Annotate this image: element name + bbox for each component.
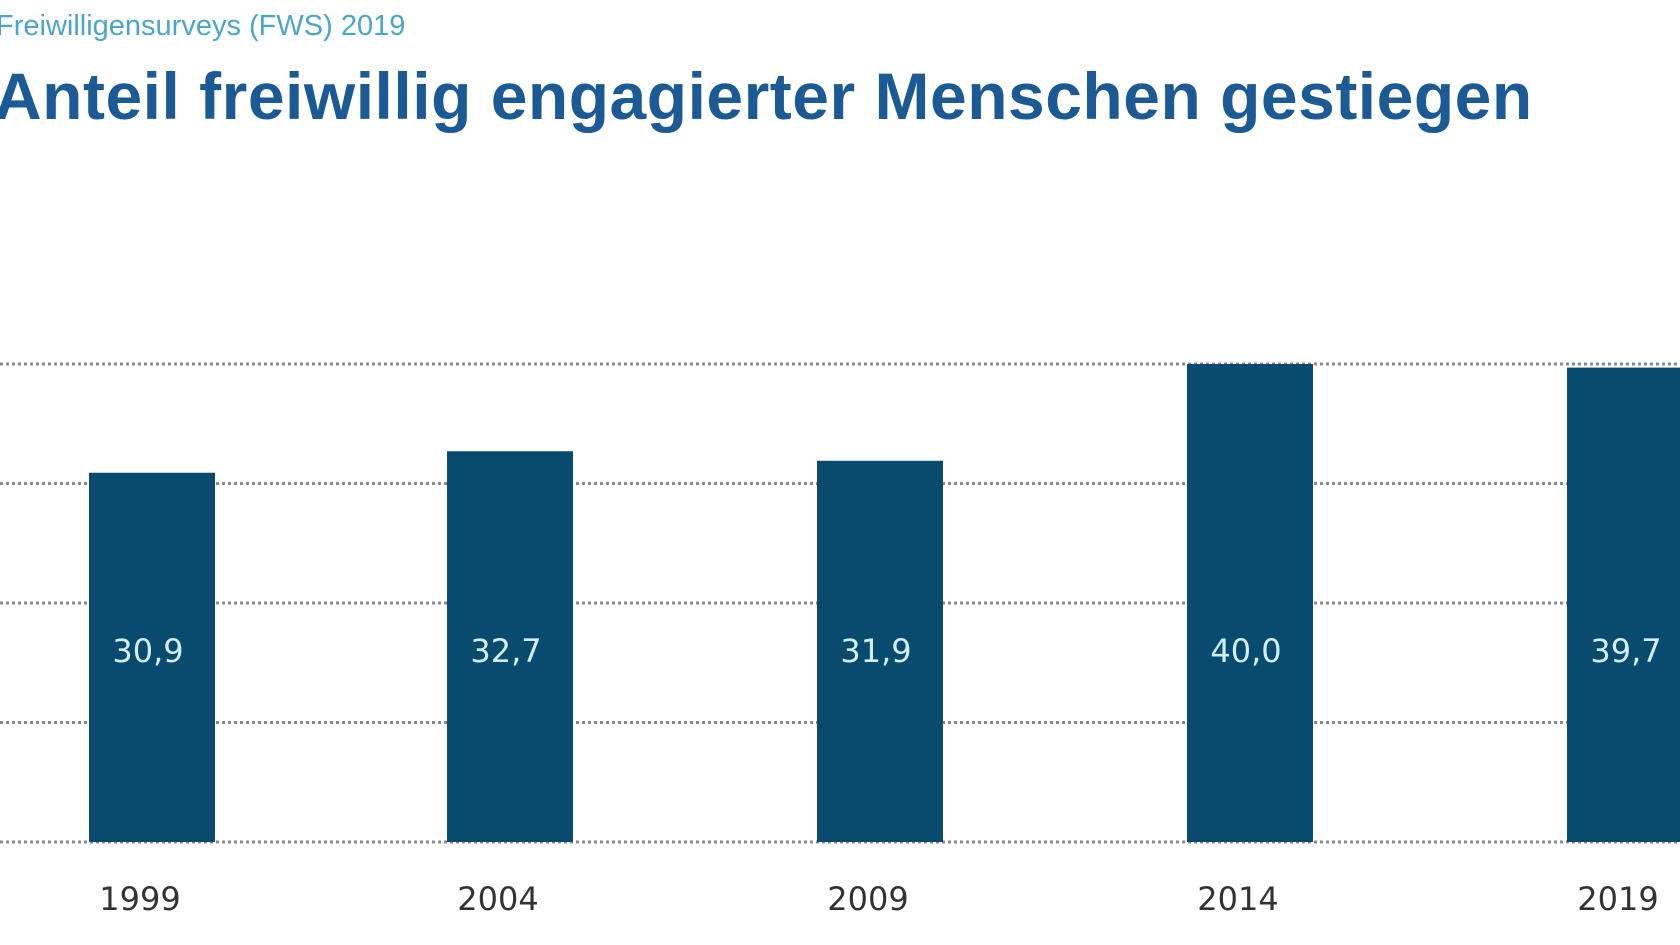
x-tick-label: 2019 <box>1577 880 1658 918</box>
bar-2009 <box>817 460 943 842</box>
data-label: 32,7 <box>470 632 541 670</box>
bar-2019 <box>1567 367 1680 842</box>
bar-2004 <box>447 451 573 842</box>
x-tick-label: 2009 <box>827 880 908 918</box>
data-label: 39,7 <box>1590 632 1661 670</box>
bar-1999 <box>89 472 215 842</box>
chart-title: Anteil freiwillig engagierter Menschen g… <box>0 59 1533 133</box>
x-tick-label: 2014 <box>1197 880 1278 918</box>
bar-2014 <box>1187 364 1313 842</box>
x-tick-label: 1999 <box>99 880 180 918</box>
data-label: 31,9 <box>840 632 911 670</box>
data-label: 40,0 <box>1210 632 1281 670</box>
x-tick-label: 2004 <box>457 880 538 918</box>
chart-subtitle: Freiwilligensurveys (FWS) 2019 <box>0 10 406 42</box>
data-label: 30,9 <box>112 632 183 670</box>
